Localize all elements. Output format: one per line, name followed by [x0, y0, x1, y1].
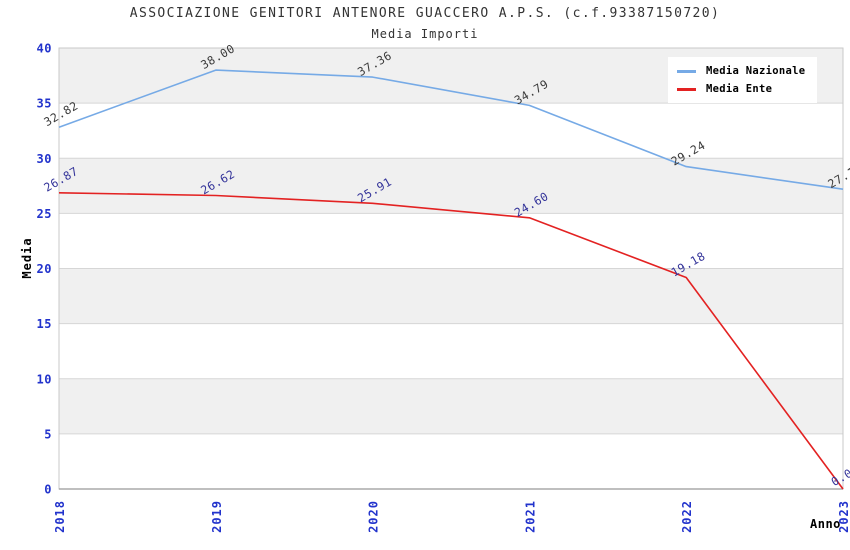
grid-band [59, 323, 843, 379]
y-tick-label: 5 [44, 427, 52, 441]
legend-item-media-ente: Media Ente [677, 83, 805, 95]
x-tick-label: 2018 [53, 500, 67, 533]
legend-line-sample-nazionale [677, 69, 696, 73]
x-axis-title: Anno [810, 517, 841, 531]
series-line-media-ente [58, 192, 844, 490]
grid-band [59, 378, 843, 434]
y-tick-label: 35 [37, 97, 52, 111]
y-tick-label: 0 [44, 483, 52, 497]
y-tick-label: 15 [37, 317, 52, 331]
x-tick-label: 2019 [210, 500, 224, 533]
grid-band [59, 213, 843, 269]
x-tick-label: 2021 [523, 500, 537, 533]
grid-band [59, 433, 843, 489]
y-tick-label: 25 [37, 207, 52, 221]
legend-line-sample-ente [677, 87, 696, 91]
grid-band [59, 268, 843, 324]
y-tick-label: 30 [37, 152, 52, 166]
legend-label-ente: Media Ente [706, 83, 773, 95]
x-tick-label: 2022 [680, 500, 694, 533]
series-line-media-nazionale [58, 69, 844, 190]
y-tick-label: 10 [37, 372, 52, 386]
x-tick-label: 2020 [367, 500, 381, 533]
y-axis-title: Media [20, 237, 34, 278]
grid-band [59, 158, 843, 214]
grid-band [59, 103, 843, 159]
legend-label-nazionale: Media Nazionale [706, 65, 806, 77]
chart-title: ASSOCIAZIONE GENITORI ANTENORE GUACCERO … [129, 6, 721, 21]
legend-item-media-nazionale: Media Nazionale [677, 65, 805, 77]
x-tick-label: 2023 [837, 500, 850, 533]
y-tick-label: 40 [37, 42, 52, 56]
y-tick-label: 20 [37, 262, 52, 276]
legend: Media Nazionale Media Ente [668, 57, 818, 103]
chart-subtitle: Media Importi [371, 27, 479, 41]
